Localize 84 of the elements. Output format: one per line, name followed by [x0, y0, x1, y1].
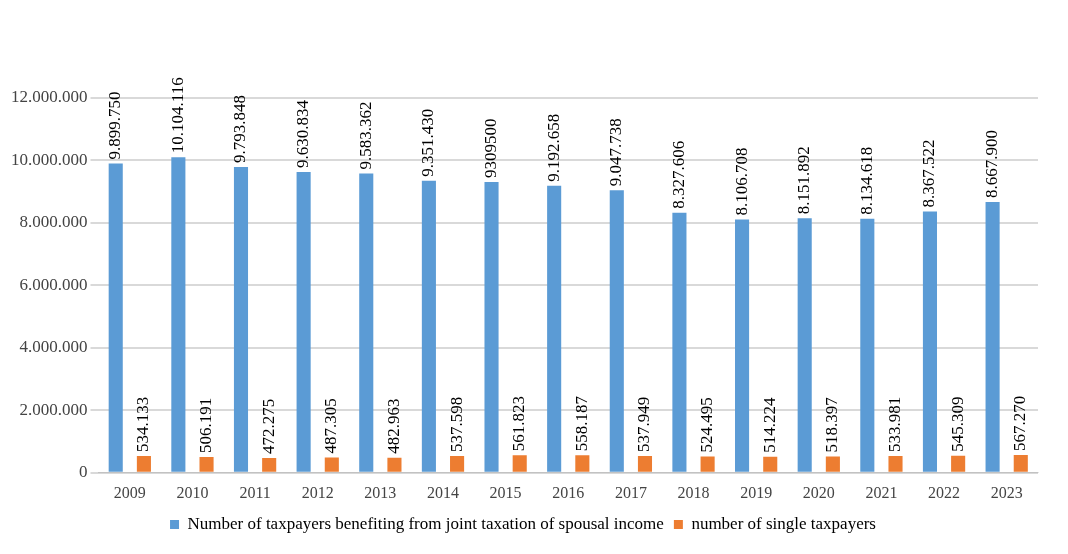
data-label: 10.104.116: [167, 77, 187, 154]
x-tick-label: 2021: [865, 483, 898, 501]
bar: [763, 456, 778, 472]
bar: [324, 457, 339, 472]
x-tick-label: 2018: [677, 483, 710, 501]
data-label: 567.270: [1010, 395, 1030, 452]
bar: [860, 218, 875, 472]
bar: [672, 212, 687, 472]
bar: [637, 456, 653, 472]
x-tick-label: 2011: [239, 483, 271, 501]
data-label: 9.583.362: [355, 101, 375, 170]
data-label: 9.047.738: [606, 118, 626, 187]
bar: [1013, 455, 1028, 472]
bar: [512, 455, 527, 472]
bar: [108, 163, 123, 472]
data-label: 482.963: [383, 398, 403, 454]
x-tick-label: 2016: [552, 483, 585, 501]
bar: [484, 182, 499, 472]
bar: [387, 457, 402, 472]
bar: [985, 202, 1000, 472]
data-label: 561.823: [509, 396, 529, 452]
data-label: 514.224: [759, 396, 779, 453]
bar: [171, 157, 186, 472]
data-label: 8.667.900: [982, 130, 1002, 199]
x-tick-label: 2020: [802, 483, 835, 501]
y-tick-label: 10.000.000: [11, 149, 88, 169]
bar: [575, 455, 590, 472]
data-label: 472.275: [258, 398, 278, 455]
y-tick-label: 2.000.000: [19, 399, 88, 419]
y-tick-label: 12.000.000: [11, 87, 88, 107]
x-tick-label: 2012: [301, 483, 334, 501]
data-label: 9.630.834: [293, 99, 313, 168]
data-label: 537.949: [634, 396, 654, 452]
x-tick-label: 2017: [614, 483, 647, 501]
bar: [359, 173, 374, 472]
bar: [700, 456, 715, 472]
bar: [825, 456, 840, 472]
legend-label: Number of taxpayers benefiting from joint taxation of spousal income: [187, 513, 664, 533]
bar: [233, 166, 249, 472]
bar: [262, 458, 277, 472]
data-label: 8.151.892: [794, 146, 814, 215]
data-label: 9.351.430: [418, 108, 438, 177]
data-label: 9.793.848: [230, 94, 250, 163]
data-label: 9.899.750: [105, 91, 125, 160]
x-tick-label: 2009: [113, 483, 146, 501]
data-label: 533.981: [884, 396, 904, 453]
bar: [797, 218, 812, 472]
x-tick-label: 2015: [489, 483, 522, 501]
y-tick-label: 4.000.000: [19, 337, 88, 357]
x-tick-label: 2019: [740, 483, 773, 501]
bar: [450, 456, 465, 472]
x-tick-label: 2022: [928, 483, 961, 501]
bar: [199, 456, 214, 472]
bar: [951, 455, 966, 472]
x-tick-label: 2014: [426, 483, 459, 501]
data-label: 537.598: [446, 396, 466, 453]
y-tick-label: 6.000.000: [19, 274, 88, 294]
bar: [296, 172, 311, 472]
data-label: 558.187: [571, 395, 591, 452]
data-label: 9.192.658: [543, 113, 563, 182]
data-label: 487.305: [321, 398, 341, 454]
bar: [421, 180, 436, 472]
x-tick-label: 2010: [176, 483, 209, 501]
bar: [547, 185, 562, 472]
data-label: 506.191: [196, 397, 216, 453]
y-tick-label: 8.000.000: [19, 212, 88, 232]
data-label: 518.397: [822, 396, 842, 453]
x-tick-label: 2013: [364, 483, 397, 501]
bar: [922, 211, 937, 472]
data-label: 524.495: [697, 397, 717, 453]
bar: [609, 190, 624, 472]
data-label: 534.133: [133, 396, 153, 453]
bar: [735, 219, 750, 472]
data-label: 9309500: [480, 118, 500, 179]
data-label: 8.106.708: [731, 147, 751, 216]
data-label: 8.367.522: [919, 139, 939, 208]
bar: [888, 456, 903, 472]
bar: [136, 456, 151, 472]
data-label: 8.327.606: [668, 140, 688, 209]
data-label: 8.134.618: [856, 146, 876, 215]
x-tick-label: 2023: [990, 483, 1023, 501]
legend-label: number of single taxpayers: [691, 513, 876, 533]
y-tick-label: 0: [79, 462, 88, 482]
data-label: 545.309: [947, 396, 967, 452]
